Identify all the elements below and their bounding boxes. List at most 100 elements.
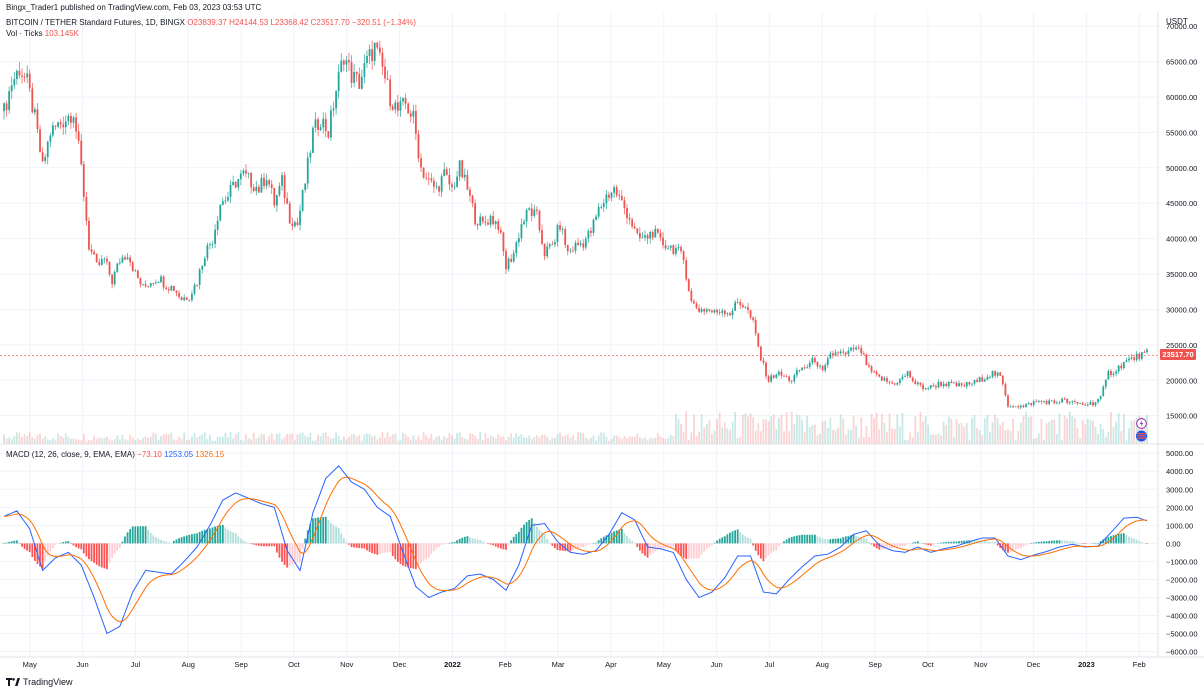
volume-bar — [1104, 436, 1107, 444]
candle-body — [909, 371, 912, 378]
macd-hist-bar — [250, 543, 253, 544]
candle-body — [103, 258, 106, 260]
macd-hist-bar — [924, 543, 927, 545]
publisher-line: Bingx_Trader1 published on TradingView.c… — [6, 3, 262, 12]
volume-bar — [512, 437, 515, 444]
volume-bar — [803, 431, 806, 444]
volume-bar — [1058, 413, 1061, 444]
volume-bar — [1037, 433, 1040, 444]
volume-bar — [402, 432, 404, 444]
macd-hist-bar — [245, 541, 247, 544]
volume-bar — [958, 423, 960, 444]
macd-hist-bar — [458, 538, 461, 544]
candle-body — [1104, 379, 1107, 387]
volume-bar — [721, 427, 724, 444]
macd-hist-bar — [170, 542, 173, 544]
candle-body — [646, 235, 649, 239]
macd-hist-bar — [1040, 541, 1043, 544]
candle-body — [795, 370, 798, 376]
volume-bar — [590, 438, 592, 444]
volume-bar — [399, 440, 402, 444]
candle-body — [638, 232, 641, 239]
price-tick-label: 35000.00 — [1166, 270, 1197, 279]
volume-bar — [26, 435, 29, 444]
candle-body — [574, 242, 577, 251]
macd-hist-bar — [157, 538, 160, 544]
macd-hist-bar — [487, 543, 489, 544]
volume-bar — [121, 434, 124, 444]
macd-hist-bar — [57, 543, 59, 544]
macd-hist-bar — [1081, 543, 1084, 544]
volume-bar — [1092, 420, 1094, 444]
candle-body — [443, 169, 446, 177]
price-axis: 70000.00 65000.00 60000.00 55000.00 50000.00… — [1166, 22, 1197, 421]
macd-hist-bar — [654, 543, 657, 552]
candle-body — [237, 179, 240, 188]
volume-bar — [834, 430, 837, 444]
candle-body — [451, 184, 453, 188]
macd-hist-bar — [173, 540, 175, 544]
candle-body — [541, 230, 543, 244]
candle-body — [837, 352, 839, 354]
volume-bar — [167, 434, 170, 444]
flag-icon[interactable] — [1135, 430, 1148, 442]
candle-body — [883, 378, 886, 381]
candle-body — [216, 220, 219, 230]
candle-body — [98, 262, 101, 265]
volume-bar — [687, 440, 690, 444]
volume-bar — [353, 434, 356, 444]
candle-body — [288, 203, 291, 224]
time-tick-label: Nov — [974, 660, 988, 669]
macd-hist-bar — [888, 543, 891, 549]
macd-hist-bar — [754, 543, 757, 551]
candle-body — [731, 310, 734, 316]
candle-body — [649, 231, 652, 239]
candle-body — [916, 382, 919, 385]
macd-hist-bar — [31, 543, 34, 558]
macd-hist-bar — [492, 543, 495, 546]
volume-bar — [499, 436, 502, 444]
macd-hist-bar — [955, 541, 958, 544]
candle-body — [868, 364, 870, 367]
candle-body — [512, 253, 515, 262]
volume-bars — [3, 411, 1148, 444]
volume-bar — [644, 437, 646, 444]
macd-hist-bar — [111, 543, 114, 558]
time-tick-label: Oct — [288, 660, 301, 669]
candle-body — [209, 244, 211, 246]
volume-bar — [394, 433, 397, 444]
time-tick-label: 2023 — [1078, 660, 1095, 669]
macd-hist-bar — [427, 543, 430, 558]
candle-body — [736, 302, 739, 303]
macd-hist-bar — [1092, 543, 1094, 544]
volume-bar — [535, 435, 538, 444]
candle-body — [185, 297, 188, 300]
volume-bar — [237, 432, 240, 444]
candle-body — [878, 374, 881, 377]
macd-hist-bar — [811, 534, 814, 544]
macd-hist-bar — [785, 539, 788, 544]
volume-bar — [268, 435, 271, 444]
volume-bar — [314, 440, 317, 444]
macd-hist-bar — [700, 543, 703, 555]
volume-bar — [811, 425, 814, 444]
bolt-icon[interactable] — [1136, 418, 1147, 429]
volume-bar — [767, 421, 770, 444]
macd-hist-bar — [309, 523, 312, 544]
chart-grid — [0, 12, 1158, 657]
macd-hist-bar — [530, 518, 533, 544]
candle-body — [1063, 398, 1066, 400]
volume-bar — [1035, 437, 1038, 444]
price-tick-label: 15000.00 — [1166, 412, 1197, 421]
macd-hist-bar — [1146, 543, 1148, 544]
candle-body — [3, 103, 5, 112]
candle-body — [991, 371, 994, 377]
candle-body — [772, 375, 775, 378]
volume-bar — [188, 439, 191, 444]
volume-bar — [420, 440, 422, 444]
macd-hist-bar — [716, 540, 718, 544]
candle-body — [626, 208, 628, 219]
time-tick-label: May — [657, 660, 671, 669]
volume-bar — [286, 434, 289, 444]
volume-bar — [927, 424, 930, 444]
